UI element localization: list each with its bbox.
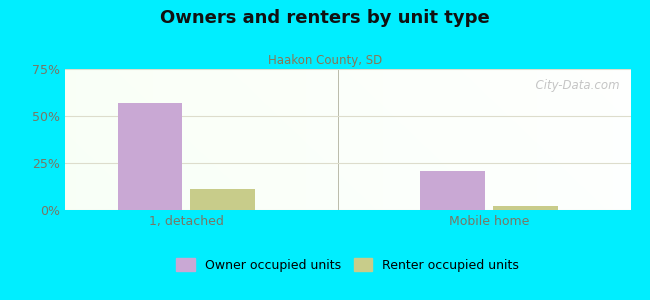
Bar xyxy=(190,189,255,210)
Text: City-Data.com: City-Data.com xyxy=(528,79,619,92)
Text: Haakon County, SD: Haakon County, SD xyxy=(268,54,382,67)
Bar xyxy=(493,206,558,210)
Bar xyxy=(118,103,182,210)
Bar xyxy=(421,170,485,210)
Text: Owners and renters by unit type: Owners and renters by unit type xyxy=(160,9,490,27)
Legend: Owner occupied units, Renter occupied units: Owner occupied units, Renter occupied un… xyxy=(171,254,525,277)
